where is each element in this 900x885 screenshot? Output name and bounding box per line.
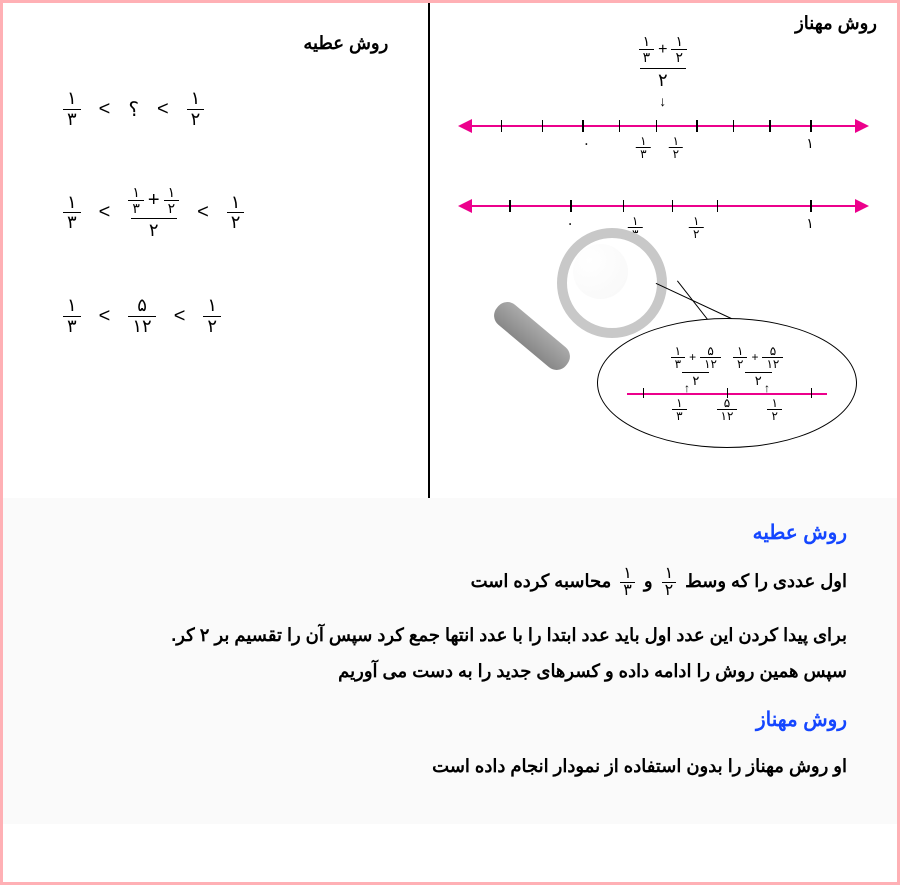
desc-paragraph-1: اول عددی را که وسط ۱۲ و ۱۳ محاسبه کرده ا… [163,563,847,599]
inequality-row-2: ۱۳ < ۱۳ + ۱۲ ۲ < ۱۲ [63,185,388,242]
mahnaz-column: روش مهناز ۱۳ + ۱۲ ۲ ↓ [430,3,897,498]
top-compound-fraction: ۱۳ + ۱۲ ۲ ↓ [639,33,687,109]
down-arrow-icon: ↓ [639,93,687,109]
desc-heading-mahnaz: روش مهناز [163,707,847,732]
number-line-2: ٠ ۱۳ ۱۲ ۱ [460,193,867,233]
magnifier-handle [489,297,575,375]
magnifier-icon [557,228,667,338]
inequality-row-3: ۱۳ < ۵۱۲ < ۱۲ [63,296,388,337]
atiyeh-header: روش عطیه [43,33,388,54]
desc-paragraph-3: او روش مهناز را بدون استفاده از نمودار ا… [163,748,847,784]
mahnaz-header: روش مهناز [795,13,877,34]
inequality-row-1: ۱۳ < ؟ < ۱۲ [63,89,388,130]
top-section: روش مهناز ۱۳ + ۱۲ ۲ ↓ [3,3,897,498]
zoom-bubble: ۱۳ + ۵۱۲ ۲ ۱۲ + ۵۱۲ ۲ [597,318,857,448]
desc-heading-atiyeh: روش عطیه [163,520,847,545]
desc-paragraph-2: برای پیدا کردن این عدد اول باید عدد ابتد… [163,617,847,689]
description-section: روش عطیه اول عددی را که وسط ۱۲ و ۱۳ محاس… [3,498,897,824]
number-line-1: ٠ ۱۳ ۱۲ ۱ [460,113,867,153]
atiyeh-column: روش عطیه ۱۳ < ؟ < ۱۲ ۱۳ < ۱۳ + ۱۲ ۲ < ۱۲… [3,3,430,498]
